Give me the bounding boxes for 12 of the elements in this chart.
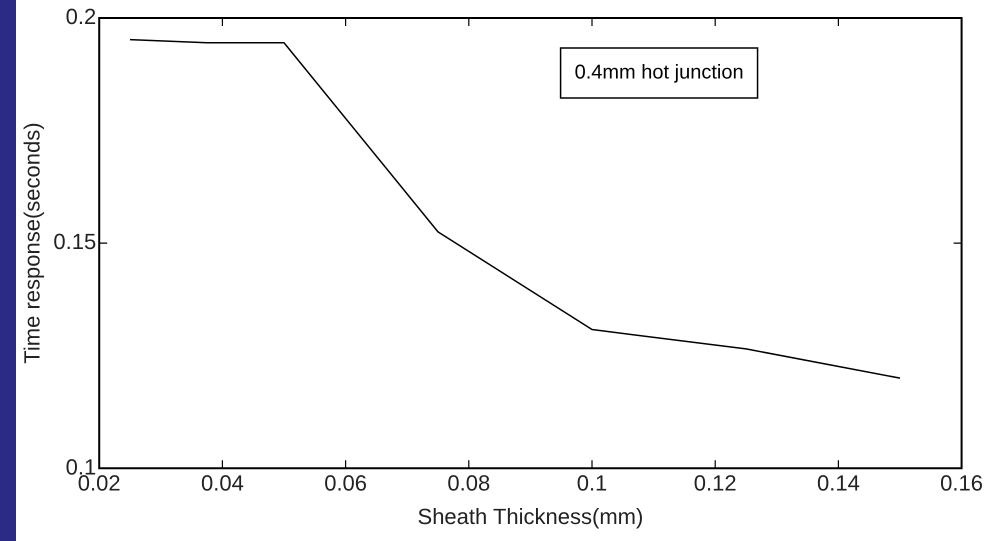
y-tick-label: 0.15 [53,229,96,254]
x-tick-label: 0.04 [201,470,244,496]
x-tick-label: 0.14 [816,470,860,496]
annotation: 0.4mm hot junction [574,62,744,84]
x-tick-label: 0.1 [576,470,608,496]
y-axis-title: Time response(seconds) [19,122,44,364]
x-axis-title: Sheath Thickness(mm) [418,504,644,529]
y-tick-label: 0.2 [66,4,96,30]
x-tick-label: 0.06 [324,470,368,496]
x-tick-label: 0.12 [694,470,737,496]
x-tick-label: 0.16 [940,470,984,496]
x-tick-label: 0.08 [447,470,490,496]
